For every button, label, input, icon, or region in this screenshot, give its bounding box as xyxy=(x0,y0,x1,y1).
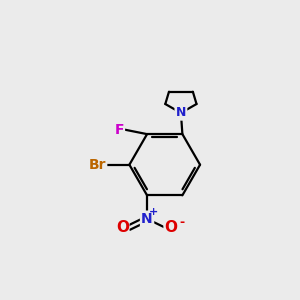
Text: N: N xyxy=(141,212,153,226)
Text: F: F xyxy=(115,123,124,137)
Text: O: O xyxy=(116,220,129,235)
Text: Br: Br xyxy=(89,158,106,172)
Text: +: + xyxy=(149,207,158,218)
Text: N: N xyxy=(176,106,186,119)
Text: O: O xyxy=(164,220,177,235)
Text: -: - xyxy=(179,216,184,229)
